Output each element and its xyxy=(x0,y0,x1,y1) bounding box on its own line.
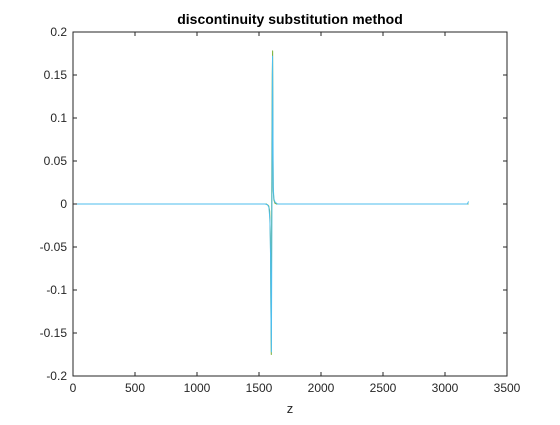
x-tick-label: 500 xyxy=(125,381,145,395)
y-tick-label: 0.1 xyxy=(50,111,67,125)
x-tick-label: 2000 xyxy=(308,381,335,395)
y-tick-label: -0.05 xyxy=(40,240,68,254)
x-tick-label: 1500 xyxy=(246,381,273,395)
y-tick-label: -0.1 xyxy=(46,283,67,297)
x-tick-label: 1000 xyxy=(184,381,211,395)
plot-area: 0 500 1000 1500 2000 2500 3000 3500 -0.2 -0.15 -0.… xyxy=(40,25,521,395)
y-tick-label: 0.15 xyxy=(44,68,68,82)
x-tick-label: 3500 xyxy=(494,381,521,395)
chart-title: discontinuity substitution method xyxy=(177,11,403,27)
x-axis-label: z xyxy=(287,401,294,416)
y-tick-label: -0.2 xyxy=(46,369,67,383)
series-layer xyxy=(73,50,470,355)
x-tick-label: 2500 xyxy=(370,381,397,395)
y-tick-label: 0.2 xyxy=(50,25,67,39)
x-tick-label: 3000 xyxy=(432,381,459,395)
y-tick-label: -0.15 xyxy=(40,326,68,340)
series-line-2 xyxy=(73,55,470,353)
ticks-layer: 0 500 1000 1500 2000 2500 3000 3500 -0.2 -0.15 -0.… xyxy=(40,25,521,395)
y-tick-label: 0 xyxy=(60,197,67,211)
y-tick-label: 0.05 xyxy=(44,154,68,168)
x-tick-label: 0 xyxy=(70,381,77,395)
